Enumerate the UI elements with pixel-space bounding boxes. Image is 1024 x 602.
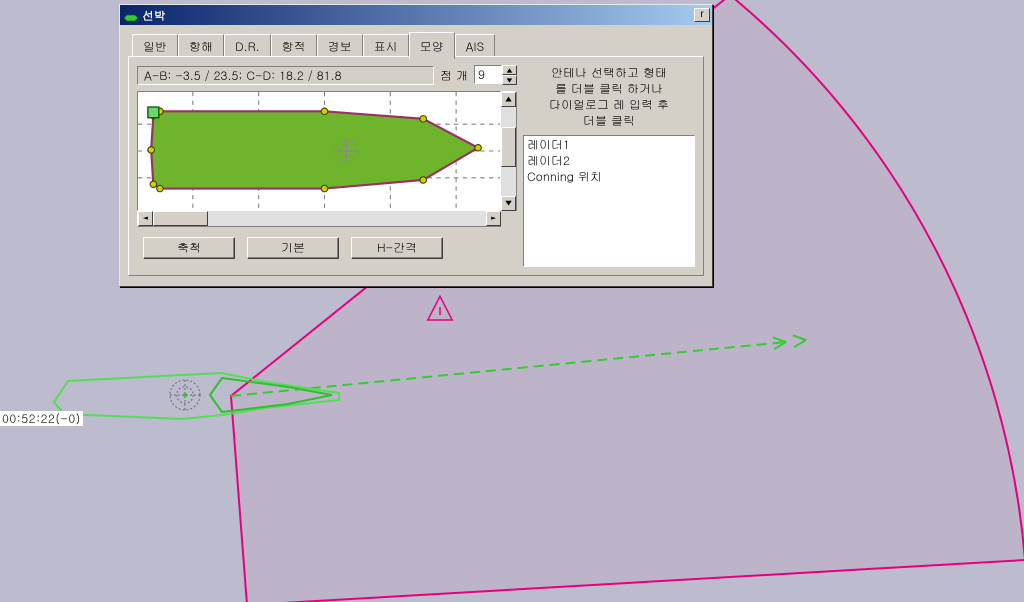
panel-right: 안테나 선택하고 형태 를 더블 클릭 하거나 다이얼로그 레 입력 후 더블 … [517,65,695,267]
help-l3: 다이얼로그 레 입력 후 [549,96,669,113]
tab-panel-shape: A-B: -3.5 / 23.5; C-D: 18.2 / 81.8 점 개 9… [128,56,704,276]
shape-editor-area: ▲ ▼ [137,91,517,211]
tab-7[interactable]: AIS [455,34,496,57]
coord-row: A-B: -3.5 / 23.5; C-D: 18.2 / 81.8 점 개 9… [137,65,517,85]
point-count-value[interactable]: 9 [474,65,502,84]
help-l2: 를 더블 클릭 하거나 [555,80,663,97]
antenna-listbox[interactable]: 레이더1레이더2Conning 위치 [523,135,695,267]
help-text: 안테나 선택하고 형태 를 더블 클릭 하거나 다이얼로그 레 입력 후 더블 … [523,65,695,129]
spin-down[interactable]: ▼ [502,75,517,85]
spin-up[interactable]: ▲ [502,65,517,75]
shape-hscroll[interactable]: ◄ ► [137,211,501,227]
vscroll-up[interactable]: ▲ [501,92,516,107]
help-l4: 더블 클릭 [583,112,635,129]
panel-left: A-B: -3.5 / 23.5; C-D: 18.2 / 81.8 점 개 9… [137,65,517,267]
button-row: 축척 기본 H-간격 [137,237,517,259]
point-count-label: 점 개 [440,67,468,84]
tab-6[interactable]: 모양 [409,32,455,59]
tab-0[interactable]: 일반 [132,34,178,57]
hscroll-right[interactable]: ► [486,211,501,226]
scroll-corner [501,211,517,227]
tab-5[interactable]: 표시 [363,34,409,57]
tab-strip: 일반항해D.R.항적경보표시모양AIS [132,32,704,57]
tab-1[interactable]: 항해 [178,34,224,57]
tab-2[interactable]: D.R. [224,34,271,57]
scale-button[interactable]: 축척 [143,237,235,259]
coord-readout: A-B: -3.5 / 23.5; C-D: 18.2 / 81.8 [137,66,434,85]
hscroll-left[interactable]: ◄ [138,211,153,226]
vscroll-track[interactable] [501,107,516,196]
hscroll-track[interactable] [153,211,486,226]
vscroll-thumb[interactable] [501,127,516,167]
ship-icon [124,10,138,20]
shape-canvas[interactable] [137,91,501,211]
antenna-item-2[interactable]: Conning 위치 [527,169,691,185]
titlebar[interactable]: 선박 r [120,5,712,25]
tab-3[interactable]: 항적 [271,34,317,57]
shape-vscroll[interactable]: ▲ ▼ [501,91,517,211]
ship-dialog: 선박 r 일반항해D.R.항적경보표시모양AIS A-B: -3.5 / 23.… [119,4,713,287]
antenna-item-0[interactable]: 레이더1 [527,137,691,153]
vscroll-down[interactable]: ▼ [501,196,516,211]
timestamp-label: 00:52:22(-0) [0,411,83,426]
help-l1: 안테나 선택하고 형태 [551,64,667,81]
dialog-body: 일반항해D.R.항적경보표시모양AIS A-B: -3.5 / 23.5; C-… [120,25,712,286]
hscroll-thumb[interactable] [153,211,208,226]
default-button[interactable]: 기본 [247,237,339,259]
antenna-item-1[interactable]: 레이더2 [527,153,691,169]
tab-4[interactable]: 경보 [317,34,363,57]
point-count-spinner[interactable]: 9 ▲ ▼ [474,65,517,85]
hinterval-button[interactable]: H-간격 [351,237,443,259]
close-button[interactable]: r [694,8,710,22]
dialog-title: 선박 [142,7,694,24]
